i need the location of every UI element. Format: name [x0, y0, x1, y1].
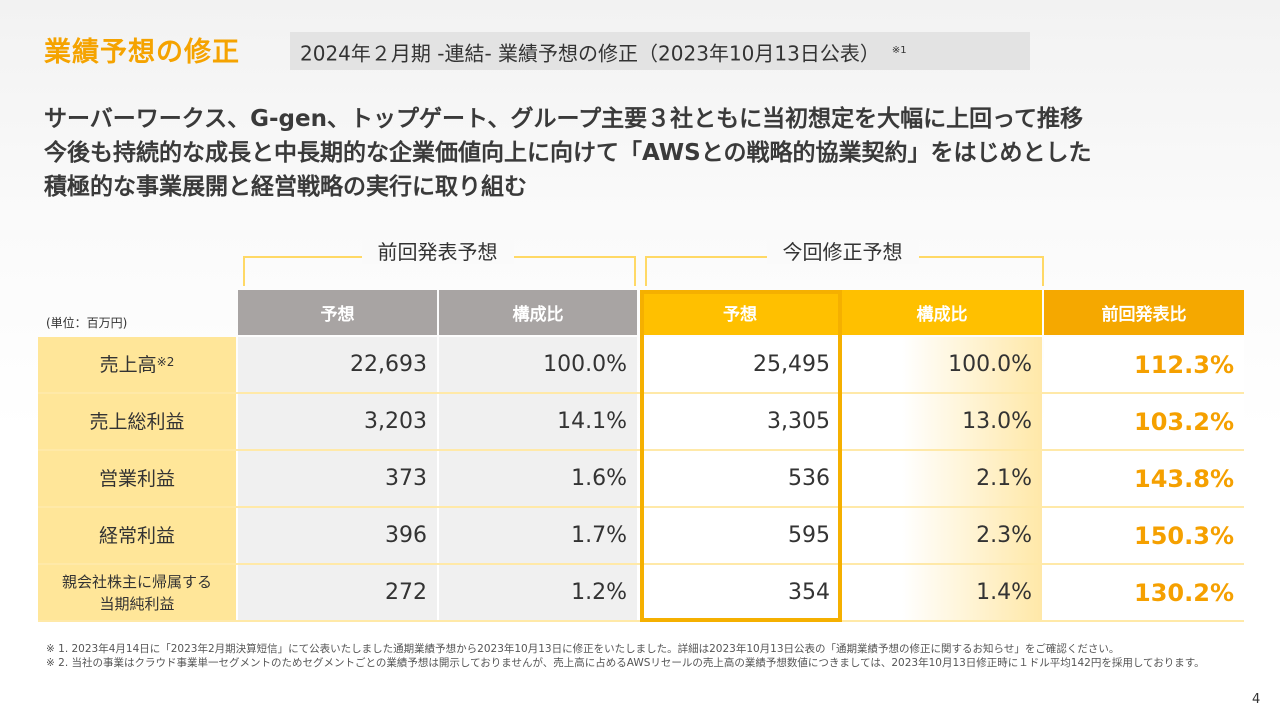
- row-label: 売上高 ※2: [38, 337, 236, 392]
- slide-subtitle: 2024年２月期 -連結- 業績予想の修正（2023年10月13日公表） ※1: [290, 32, 1030, 70]
- table-cell: 100.0%: [842, 337, 1042, 392]
- table-cell: 112.3%: [1044, 337, 1244, 392]
- table-cell: 396: [238, 508, 437, 563]
- table-cell: 22,693: [238, 337, 437, 392]
- table-cell: 150.3%: [1044, 508, 1244, 563]
- row-label: 売上総利益: [38, 394, 236, 449]
- table-cell: 130.2%: [1044, 565, 1244, 620]
- subtitle-note: ※1: [891, 45, 907, 56]
- subtitle-text: 2024年２月期 -連結- 業績予想の修正（2023年10月13日公表）: [300, 41, 880, 66]
- footnote: ※ 2. 当社の事業はクラウド事業単一セグメントのためセグメントごとの業績予想は…: [46, 657, 1205, 669]
- column-header: 予想: [640, 290, 840, 335]
- table-cell: 100.0%: [439, 337, 637, 392]
- slide-title: 業績予想の修正: [44, 37, 240, 68]
- column-header: 前回発表比: [1044, 290, 1244, 335]
- lead-line: サーバーワークス、G-gen、トップゲート、グループ主要３社ともに当初想定を大幅…: [44, 106, 1083, 132]
- lead-text: サーバーワークス、G-gen、トップゲート、グループ主要３社ともに当初想定を大幅…: [44, 102, 1091, 204]
- table-cell: 13.0%: [842, 394, 1042, 449]
- column-header: 構成比: [439, 290, 637, 335]
- row-label-text: 売上高: [99, 353, 157, 376]
- row-label-text: 営業利益: [98, 467, 175, 490]
- table-cell: 2.3%: [842, 508, 1042, 563]
- row-label: 親会社株主に帰属する 当期純利益: [38, 565, 236, 620]
- table-cell: 25,495: [640, 337, 840, 392]
- lead-line: 積極的な事業展開と経営戦略の実行に取り組む: [44, 174, 527, 200]
- table-cell: 143.8%: [1044, 451, 1244, 506]
- group-label-text: 前回発表予想: [361, 240, 514, 264]
- table-cell: 536: [640, 451, 840, 506]
- column-header: 構成比: [842, 290, 1042, 335]
- table-cell: 3,203: [238, 394, 437, 449]
- table-cell: 1.2%: [439, 565, 637, 620]
- table-cell: 2.1%: [842, 451, 1042, 506]
- table-cell: 354: [640, 565, 840, 620]
- table-cell: 1.6%: [439, 451, 637, 506]
- highlight-box: [640, 290, 842, 622]
- table-cell: 595: [640, 508, 840, 563]
- row-label-text: 経常利益: [98, 524, 175, 547]
- row-label: 経常利益: [38, 508, 236, 563]
- table-cell: 103.2%: [1044, 394, 1244, 449]
- table-cell: 1.7%: [439, 508, 637, 563]
- footnote: ※ 1. 2023年4月14日に「2023年2月期決算短信」にて公表いたしました…: [46, 643, 1120, 655]
- table-cell: 14.1%: [439, 394, 637, 449]
- row-label-note: ※2: [156, 355, 175, 369]
- table-cell: 272: [238, 565, 437, 620]
- group-label-revised: 今回修正予想: [645, 236, 1040, 265]
- row-label-text: 売上総利益: [89, 410, 185, 433]
- page-number: 4: [1252, 692, 1261, 707]
- lead-line: 今後も持続的な成長と中長期的な企業価値向上に向けて「AWSとの戦略的協業契約」を…: [44, 140, 1092, 166]
- group-label-previous: 前回発表予想: [243, 236, 632, 265]
- row-label: 営業利益: [38, 451, 236, 506]
- unit-label: (単位：百万円): [46, 316, 128, 330]
- footnotes: ※ 1. 2023年4月14日に「2023年2月期決算短信」にて公表いたしました…: [46, 642, 1216, 670]
- column-header: 予想: [238, 290, 437, 335]
- group-label-text: 今回修正予想: [766, 240, 919, 264]
- table-cell: 373: [238, 451, 437, 506]
- row-label-text: 親会社株主に帰属する 当期純利益: [61, 572, 212, 613]
- table-cell: 3,305: [640, 394, 840, 449]
- table-cell: 1.4%: [842, 565, 1042, 620]
